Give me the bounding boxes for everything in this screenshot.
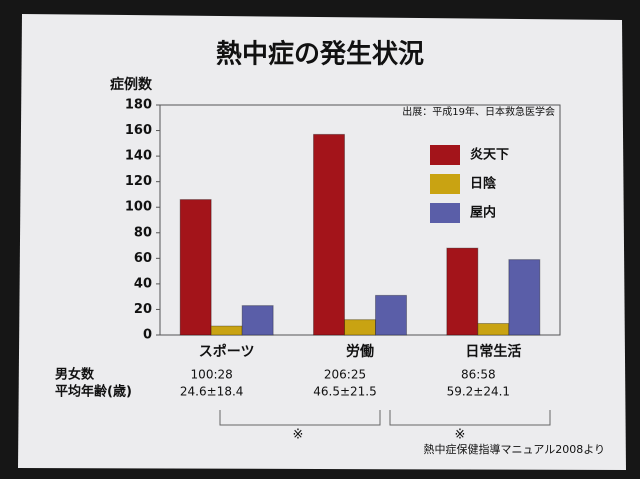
bar [375, 294, 407, 336]
stats-value: 100:28 [191, 368, 233, 382]
stats-label: 男女数 [55, 367, 95, 383]
x-tick-label: スポーツ [199, 343, 255, 360]
source: 出展：平成19年、日本救急医学会 [402, 105, 555, 118]
y-tick-label: 0 [143, 328, 152, 343]
stats-value: 24.6±18.4 [180, 385, 244, 399]
legend-swatch [430, 203, 460, 223]
bar [508, 259, 541, 336]
chart-title: 熱中症の発生状況 [216, 39, 424, 70]
legend-label: 屋内 [470, 205, 496, 221]
y-tick-label: 180 [125, 98, 152, 113]
stats-value: 46.5±21.5 [313, 385, 377, 399]
bar [241, 305, 274, 336]
bar [477, 323, 510, 336]
x-tick-label: 労働 [346, 343, 374, 360]
y-tick-label: 140 [125, 149, 152, 164]
legend-swatch [430, 145, 460, 165]
bar [446, 247, 479, 336]
y-tick-label: 160 [125, 123, 152, 138]
stats-value: 59.2±24.1 [447, 385, 511, 399]
stats-value: 86:58 [461, 368, 496, 382]
stats-value: 206:25 [324, 368, 366, 382]
brackets [219, 410, 551, 426]
bar [179, 199, 212, 336]
legend-label: 日陰 [470, 176, 497, 192]
bar [313, 133, 345, 336]
legend-label: 炎天下 [470, 147, 509, 163]
annotation: ※ [455, 428, 466, 443]
y-tick-label: 120 [125, 174, 152, 189]
y-tick-label: 40 [134, 276, 152, 291]
bar [210, 325, 243, 336]
footnote: 熱中症保健指導マニュアル2008より [424, 442, 605, 456]
y-tick-label: 100 [125, 200, 152, 215]
y-tick-label: 20 [134, 302, 152, 317]
x-tick-label: 日常生活 [465, 343, 521, 360]
legend-swatch [430, 174, 460, 194]
bar [344, 319, 376, 336]
y-axis-label: 症例数 [110, 76, 153, 93]
annotation: ※ [293, 428, 304, 443]
y-tick-label: 60 [134, 251, 152, 266]
y-tick-label: 80 [134, 225, 152, 240]
stats-label: 平均年齢(歳) [55, 384, 132, 400]
